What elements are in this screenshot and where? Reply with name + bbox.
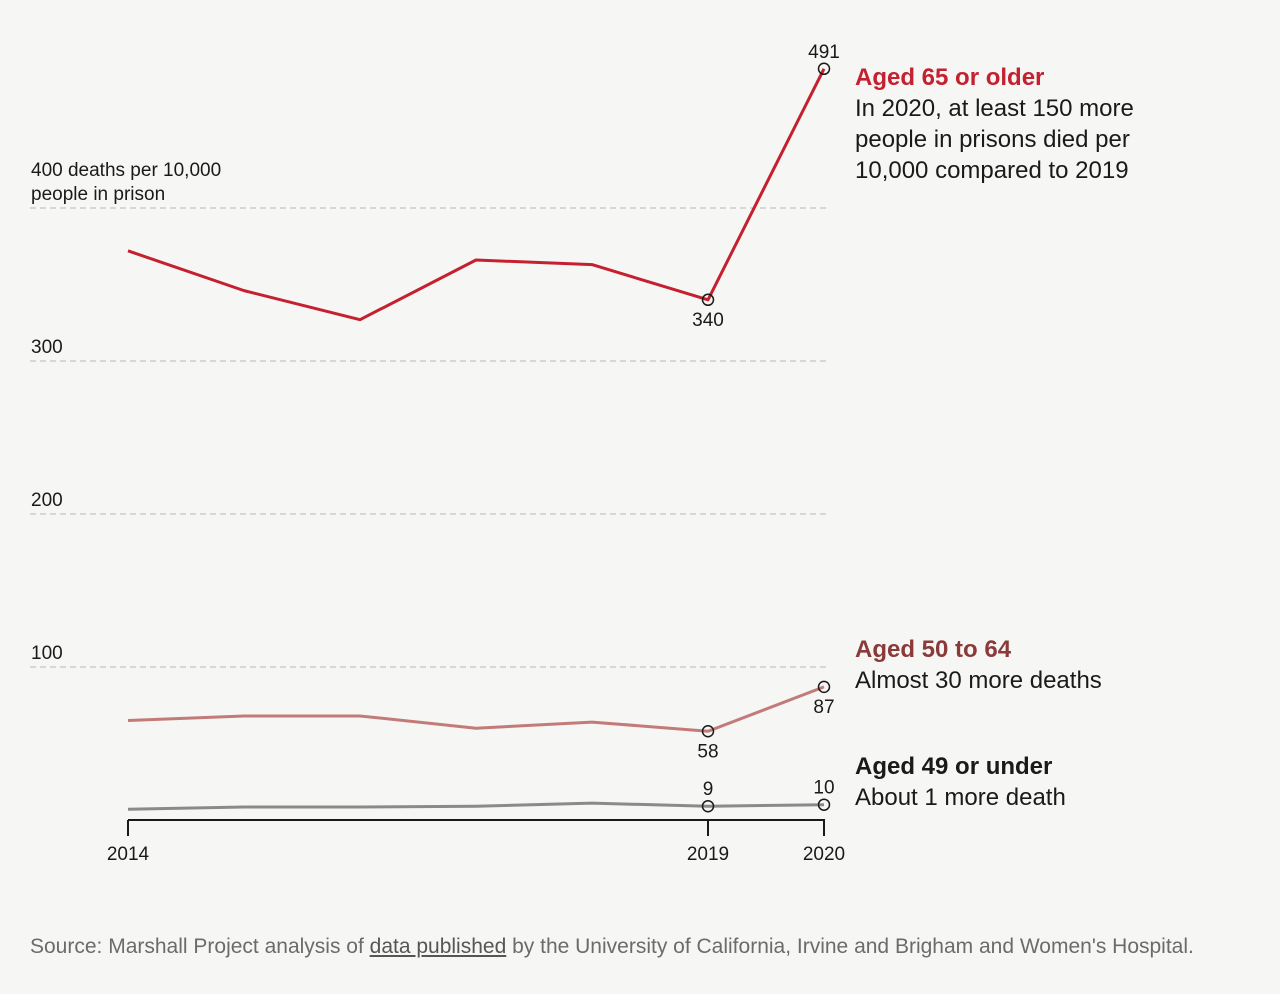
data-point <box>701 725 715 738</box>
y-tick-label: 400 deaths per 10,000 <box>31 160 221 181</box>
source-note: Source: Marshall Project analysis of dat… <box>30 935 1194 959</box>
data-label: 491 <box>808 42 840 63</box>
series-note: people in prisons died per <box>855 126 1130 153</box>
data-published-link[interactable]: data published <box>369 935 507 958</box>
data-label: 10 <box>813 778 834 799</box>
y-tick-label: 200 <box>31 490 63 511</box>
x-tick-label: 2014 <box>107 844 150 865</box>
data-point <box>817 680 831 694</box>
annotation-50-64: Aged 50 to 64 Almost 30 more deaths <box>855 634 1102 696</box>
y-tick-label: 100 <box>31 643 63 664</box>
series-line <box>127 685 825 733</box>
series-line <box>127 801 825 811</box>
data-label: 87 <box>813 697 834 718</box>
annotation-49-under: Aged 49 or under About 1 more death <box>855 751 1066 813</box>
y-tick-label: 300 <box>31 337 63 358</box>
series-title: Aged 50 to 64 <box>855 636 1012 663</box>
source-prefix: Source: Marshall Project analysis of <box>30 935 370 958</box>
y-tick-label: people in prison <box>31 184 165 205</box>
series-note: Almost 30 more deaths <box>855 667 1102 694</box>
x-tick-label: 2020 <box>803 844 845 865</box>
series-note: About 1 more death <box>855 784 1066 811</box>
series-title: Aged 65 or older <box>855 64 1045 91</box>
data-label: 9 <box>703 779 714 800</box>
series-note: In 2020, at least 150 more <box>855 95 1134 122</box>
data-point <box>701 293 715 307</box>
series-title: Aged 49 or under <box>855 753 1053 780</box>
data-label: 58 <box>697 741 718 762</box>
x-tick-label: 2019 <box>687 844 729 865</box>
data-point <box>701 799 715 813</box>
source-suffix: by the University of California, Irvine … <box>506 935 1194 958</box>
data-point <box>817 62 831 76</box>
series-line <box>127 68 826 322</box>
data-point <box>817 798 831 811</box>
data-label: 340 <box>692 310 724 331</box>
annotation-65-older: Aged 65 or older In 2020, at least 150 m… <box>855 62 1134 186</box>
series-note: 10,000 compared to 2019 <box>855 157 1129 184</box>
